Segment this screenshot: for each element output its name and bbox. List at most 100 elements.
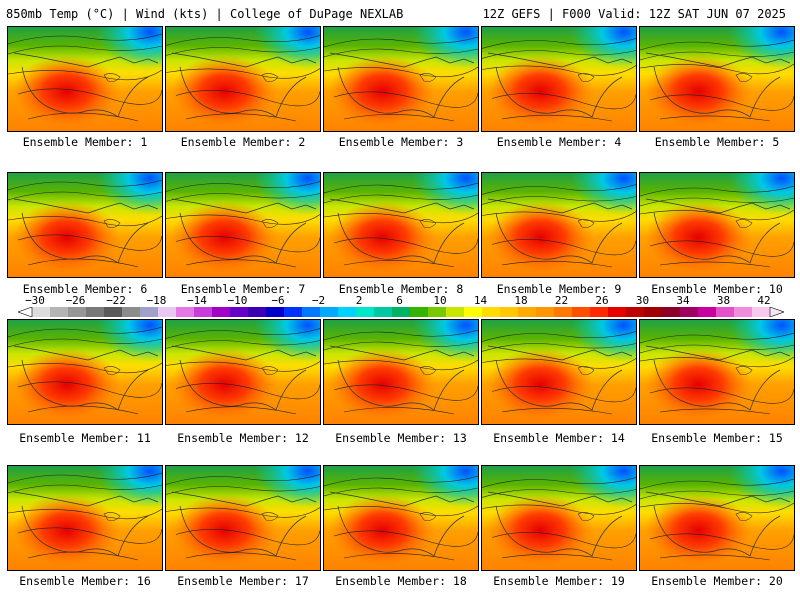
temperature-colorbar — [18, 307, 784, 317]
colorbar-segment — [716, 307, 735, 317]
ensemble-map-panel — [165, 172, 321, 278]
colorbar-min-arrow — [18, 307, 33, 317]
colorbar-segment — [356, 307, 375, 317]
ensemble-map-panel — [7, 26, 163, 132]
colorbar-tick-label: −22 — [106, 294, 126, 307]
colorbar-max-arrow — [769, 307, 784, 317]
colorbar-segment — [194, 307, 213, 317]
header: 850mb Temp (°C) | Wind (kts) | College o… — [0, 0, 800, 24]
colorbar-tick-label: 2 — [355, 294, 363, 307]
ensemble-member-label: Ensemble Member: 20 — [651, 574, 783, 588]
colorbar-segment — [230, 307, 249, 317]
ensemble-map-panel — [639, 319, 795, 425]
colorbar-segment — [32, 307, 51, 317]
colorbar-segment — [734, 307, 753, 317]
product-title: 850mb Temp (°C) | Wind (kts) | College o… — [6, 7, 404, 21]
ensemble-map-panel — [481, 26, 637, 132]
colorbar-tick-label: 10 — [433, 294, 447, 307]
ensemble-member-label: Ensemble Member: 8 — [338, 282, 464, 296]
colorbar-tick-label: −26 — [65, 294, 86, 307]
ensemble-map-panel — [7, 319, 163, 425]
colorbar-tick-label: 26 — [595, 294, 609, 307]
colorbar-segment — [500, 307, 519, 317]
colorbar-segment — [248, 307, 267, 317]
colorbar-tick-label: −30 — [25, 294, 45, 307]
colorbar-tick-label: −18 — [146, 294, 167, 307]
colorbar-tick-label: 22 — [554, 294, 569, 307]
ensemble-member-label: Ensemble Member: 17 — [177, 574, 309, 588]
colorbar-tick-label: −14 — [187, 294, 207, 307]
colorbar-segment — [644, 307, 663, 317]
colorbar-segment — [626, 307, 645, 317]
colorbar-segment — [212, 307, 231, 317]
colorbar-tick-label: 14 — [473, 294, 488, 307]
ensemble-map-panel — [7, 172, 163, 278]
ensemble-member-label: Ensemble Member: 12 — [177, 431, 309, 445]
ensemble-member-label: Ensemble Member: 2 — [180, 135, 306, 149]
colorbar-segment — [104, 307, 123, 317]
ensemble-member-label: Ensemble Member: 11 — [19, 431, 151, 445]
colorbar-tick-label: 38 — [716, 294, 731, 307]
ensemble-member-label: Ensemble Member: 15 — [651, 431, 783, 445]
ensemble-member-label: Ensemble Member: 16 — [19, 574, 151, 588]
ensemble-map-panel — [165, 465, 321, 571]
colorbar-tick-label: 42 — [757, 294, 771, 307]
colorbar-segment — [410, 307, 429, 317]
ensemble-map-panel — [639, 172, 795, 278]
colorbar-segment — [590, 307, 609, 317]
colorbar-segment — [392, 307, 411, 317]
colorbar-segment — [338, 307, 357, 317]
colorbar-segment — [608, 307, 627, 317]
colorbar-segment — [752, 307, 771, 317]
colorbar-segment — [572, 307, 591, 317]
colorbar-segment — [698, 307, 717, 317]
colorbar-segment — [554, 307, 573, 317]
ensemble-member-label: Ensemble Member: 4 — [496, 135, 622, 149]
colorbar-tick-label: −10 — [227, 294, 248, 307]
ensemble-map-panel — [481, 465, 637, 571]
colorbar-segment — [464, 307, 483, 317]
colorbar-segment — [284, 307, 303, 317]
colorbar-segment — [68, 307, 87, 317]
colorbar-tick-label: −2 — [311, 294, 326, 307]
colorbar-segment — [320, 307, 339, 317]
colorbar-segment — [86, 307, 105, 317]
colorbar-tick-label: 30 — [635, 294, 650, 307]
ensemble-member-label: Ensemble Member: 1 — [22, 135, 148, 149]
ensemble-member-label: Ensemble Member: 19 — [493, 574, 625, 588]
colorbar-segment — [446, 307, 465, 317]
colorbar-segment — [536, 307, 555, 317]
colorbar-segment — [428, 307, 447, 317]
colorbar-segment — [266, 307, 285, 317]
colorbar-segment — [50, 307, 69, 317]
ensemble-map-panel — [323, 465, 479, 571]
ensemble-map-panel — [323, 319, 479, 425]
ensemble-member-label: Ensemble Member: 14 — [493, 431, 625, 445]
colorbar-segment — [176, 307, 195, 317]
ensemble-map-panel — [323, 172, 479, 278]
ensemble-member-label: Ensemble Member: 7 — [180, 282, 306, 296]
ensemble-map-panel — [323, 26, 479, 132]
ensemble-map-panel — [165, 319, 321, 425]
ensemble-map-panel — [639, 465, 795, 571]
colorbar-segment — [662, 307, 681, 317]
ensemble-map-panel — [165, 26, 321, 132]
ensemble-member-label: Ensemble Member: 9 — [496, 282, 622, 296]
ensemble-map-panel — [639, 26, 795, 132]
ensemble-member-label: Ensemble Member: 5 — [654, 135, 780, 149]
ensemble-map-panel — [481, 319, 637, 425]
ensemble-member-label: Ensemble Member: 6 — [22, 282, 148, 296]
colorbar-tick-label: 18 — [514, 294, 528, 307]
colorbar-tick-label: 34 — [676, 294, 690, 307]
colorbar-tick-label: 6 — [396, 294, 403, 307]
colorbar-segment — [518, 307, 537, 317]
colorbar-segment — [302, 307, 321, 317]
colorbar-segment — [122, 307, 141, 317]
model-valid-time: 12Z GEFS | F000 Valid: 12Z SAT JUN 07 20… — [482, 7, 786, 21]
colorbar-tick-label: −6 — [271, 294, 285, 307]
ensemble-member-label: Ensemble Member: 3 — [338, 135, 464, 149]
ensemble-map-panel — [7, 465, 163, 571]
colorbar-segment — [482, 307, 501, 317]
ensemble-member-label: Ensemble Member: 13 — [335, 431, 467, 445]
colorbar-segment — [680, 307, 699, 317]
